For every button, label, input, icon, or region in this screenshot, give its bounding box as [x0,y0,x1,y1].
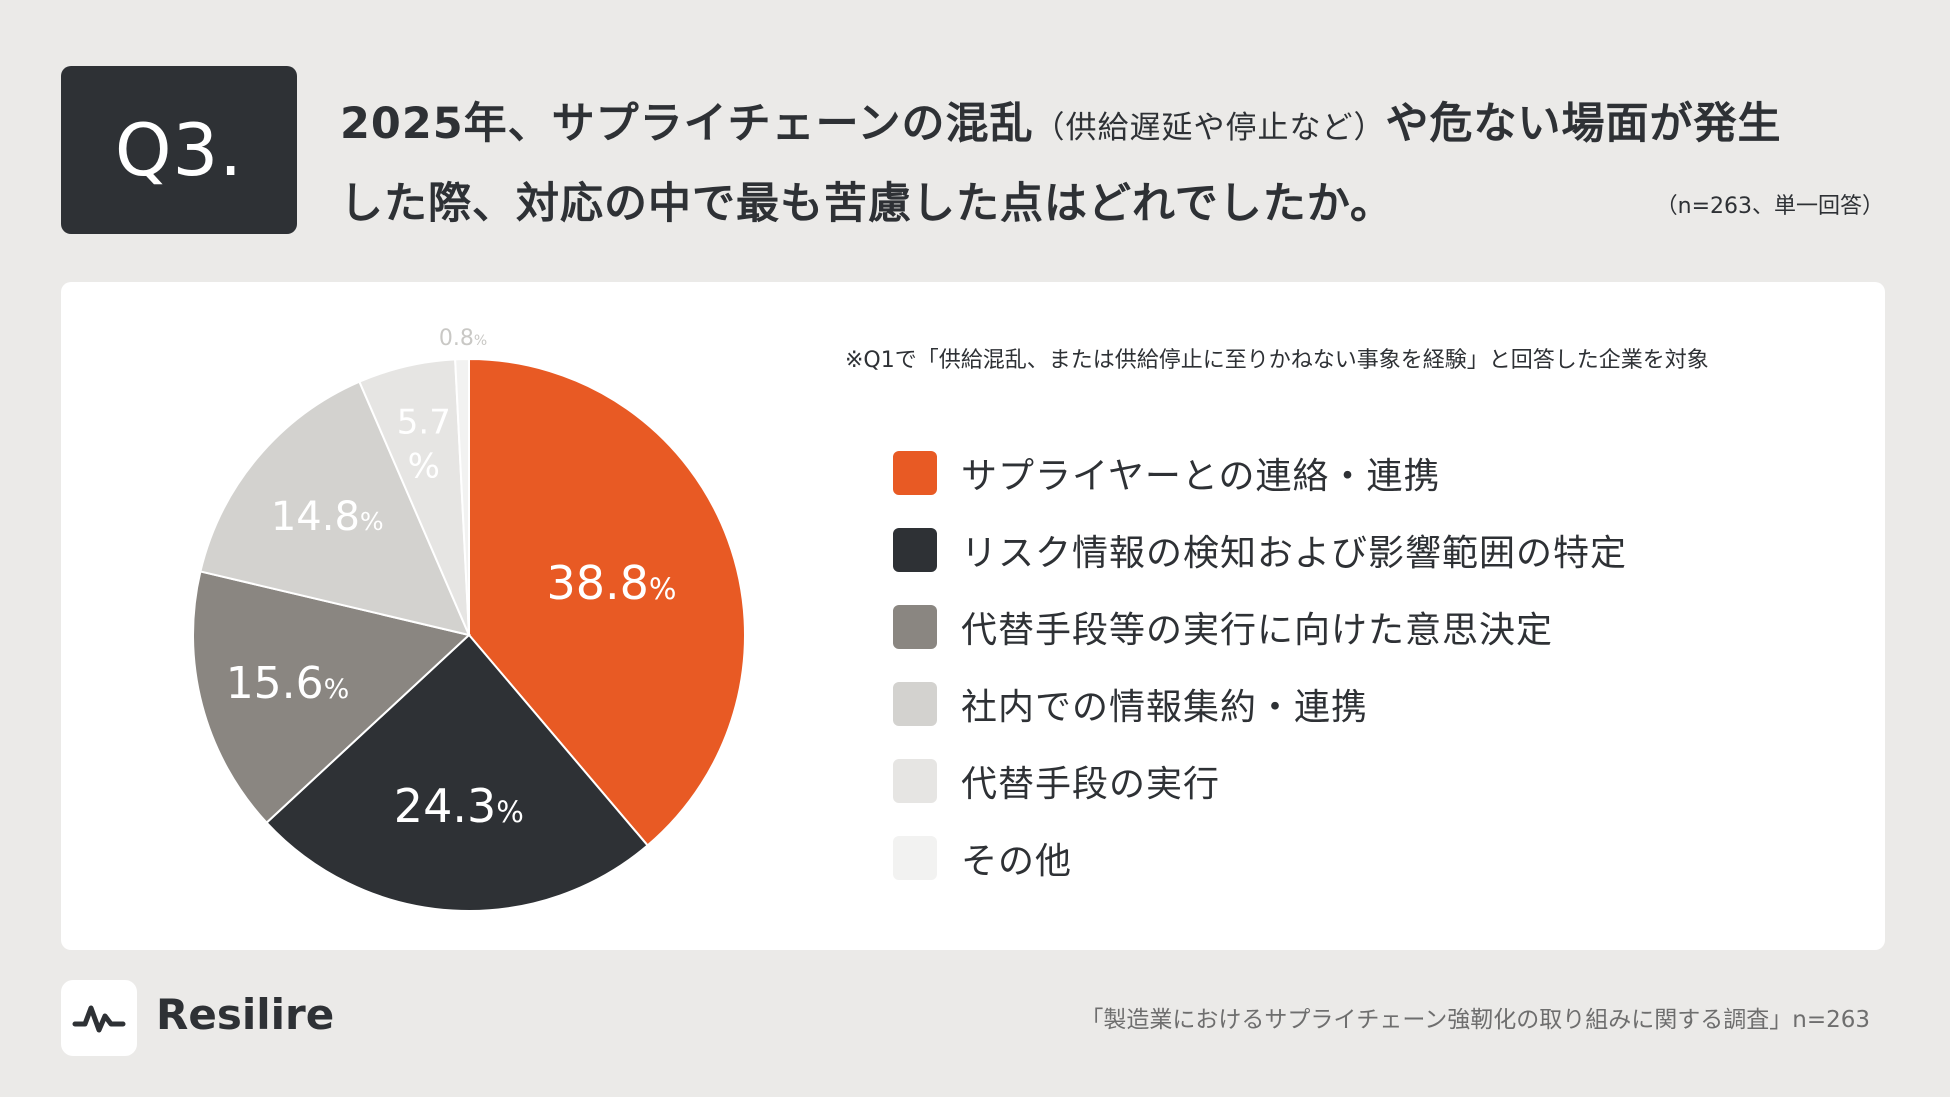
chart-legend: サプライヤーとの連絡・連携リスク情報の検知および影響範囲の特定 代替手段等の実行に… [893,434,1627,896]
pie-chart: 38.8%24.3%15.6%14.8%5.7%0.8% [192,326,746,912]
target-note: ※Q1で「供給混乱、または供給停止に至りかねない事象を経験」と回答した企業を対象 [845,348,1709,373]
legend-item: 代替手段の実行 [893,742,1627,819]
pie-slice-unit: % [324,674,350,705]
title-line-2: した際、対応の中で最も苦慮した点はどれでしたか。 [340,179,1394,229]
pie-slice [454,357,470,636]
pie-slice [199,380,471,637]
question-title: 2025年、サプライチェーンの混乱（供給遅延や停止など）や危ない場面が発生 した… [340,86,1900,242]
chart-card: 38.8% 24.3% 15.6% 14.8% 5.7% 0.8% ※Q1で「供給混乱、ま… [61,282,1885,950]
legend-label: その他 [961,840,1073,882]
legend-item: その他 [893,819,1627,896]
legend-label: リスク情報の検知および影響範囲の特定 [961,532,1628,574]
legend-item: 社内での情報集約・連携 [893,665,1627,742]
legend-swatch [893,835,937,880]
pie-slice [265,633,649,912]
pie-slice [468,357,746,847]
legend-swatch [893,527,937,572]
survey-source: 「製造業におけるサプライチェーン強靭化の取り組みに関する調査」n=263 [1080,1007,1870,1033]
pie-slice-value-label: 0.8% [439,326,487,351]
legend-label: 代替手段等の実行に向けた意思決定 [961,609,1554,651]
legend-item: サプライヤーとの連絡・連携 [893,434,1627,511]
pie-slice-unit: % [649,572,677,606]
waveform-icon [72,1005,126,1033]
title-text: 2025年、サプライチェーンの混乱 [340,99,1034,149]
brand-name: Resilire [156,990,335,1039]
legend-label: サプライヤーとの連絡・連携 [961,455,1441,497]
legend-swatch [893,450,937,495]
legend-item: 代替手段等の実行に向けた意思決定 [893,588,1627,665]
legend-item: リスク情報の検知および影響範囲の特定 [893,511,1627,588]
sample-size-note: （n=263、単一回答） [1655,194,1884,219]
question-badge: Q3. [61,66,297,234]
legend-swatch [893,681,937,726]
pie-slice-unit: % [360,507,384,536]
pie-slice-value-label: 5.7 [397,402,451,442]
pie-slice-unit: % [496,795,524,829]
resilire-logo-icon [61,980,137,1056]
legend-swatch [893,604,937,649]
pie-slice-unit: % [474,333,487,349]
legend-label: 代替手段の実行 [961,763,1221,805]
title-line-1: 2025年、サプライチェーンの混乱（供給遅延や停止など）や危ない場面が発生 [340,86,1900,166]
legend-label: 社内での情報集約・連携 [961,686,1369,728]
pie-slice [192,570,472,825]
legend-swatch [893,758,937,803]
title-parenthetical: （供給遅延や停止など） [1033,110,1386,146]
pie-slice-unit-label: % [408,446,440,486]
title-text: や危ない場面が発生 [1385,99,1782,149]
